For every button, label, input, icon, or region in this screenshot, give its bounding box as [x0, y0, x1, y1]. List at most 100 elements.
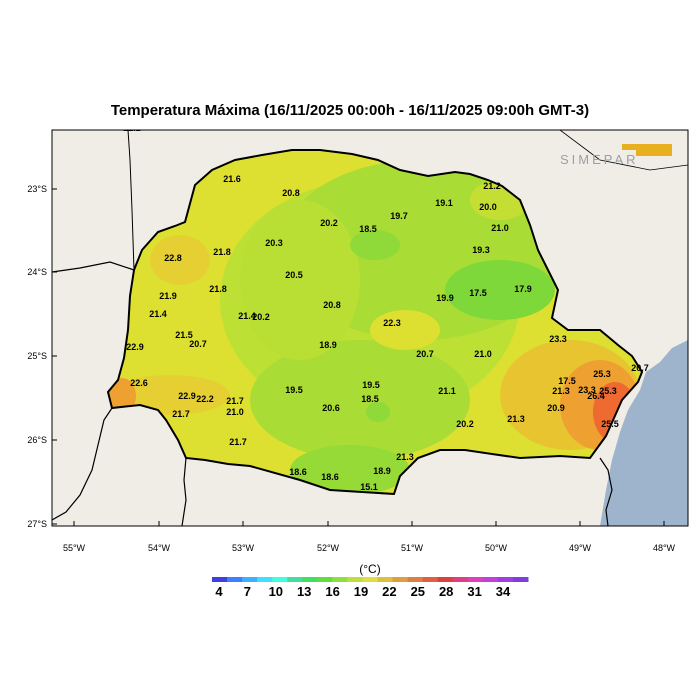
station-value: 21.3: [507, 414, 525, 424]
colorbar-cell: [362, 577, 379, 582]
station-value: 22.8: [164, 253, 182, 263]
border-line: [52, 261, 135, 273]
station-value: 21.0: [474, 349, 492, 359]
colorbar-cell: [407, 577, 424, 582]
map-frame: 22.2 21.3 21.6 20.8 21.2 19.1 20.0 20.2 …: [52, 122, 688, 526]
colorbar-cell: [302, 577, 318, 582]
colorbar-cell: [482, 577, 499, 582]
colorbar-cell: [422, 577, 439, 582]
longitude-axis: 55°W 54°W 53°W 52°W 51°W 50°W 49°W 48°W: [63, 521, 676, 553]
station-value: 23.3: [549, 334, 567, 344]
station-value: 18.6: [289, 467, 307, 477]
station-value: 21.6: [223, 174, 241, 184]
station-value: 20.8: [282, 188, 300, 198]
station-value: 19.7: [390, 211, 408, 221]
lon-tick-label: 55°W: [63, 543, 86, 553]
colorbar-cell: [392, 577, 409, 582]
lon-tick-label: 53°W: [232, 543, 255, 553]
station-value: 21.1: [438, 386, 456, 396]
station-value: 21.7: [172, 409, 190, 419]
station-value: 21.3: [396, 452, 414, 462]
station-value: 20.8: [323, 300, 341, 310]
lon-tick-label: 50°W: [485, 543, 508, 553]
border-line: [559, 130, 688, 171]
station-value: 20.7: [189, 339, 207, 349]
colorbar-cell: [512, 577, 529, 582]
station-value: 21.9: [159, 291, 177, 301]
station-value: 22.2: [196, 394, 214, 404]
station-value: 22.3: [383, 318, 401, 328]
colorbar-cell: [347, 577, 363, 582]
station-value: 20.2: [320, 218, 338, 228]
ocean: [600, 340, 688, 526]
station-value: 19.5: [362, 380, 380, 390]
station-value: 21.3: [552, 386, 570, 396]
station-value: 20.5: [285, 270, 303, 280]
border-line: [599, 457, 613, 526]
station-value: 17.5: [469, 288, 487, 298]
colorbar-cell: [467, 577, 484, 582]
lat-tick-label: 27°S: [27, 519, 47, 529]
station-value: 25.3: [593, 369, 611, 379]
colorbar-cell: [377, 577, 394, 582]
station-value: 19.1: [435, 198, 453, 208]
colorbar: (°C) 4 7 10 13 16 19 22 25 28 31 34: [212, 562, 529, 599]
colorbar-label: 22: [382, 584, 396, 599]
colorbar-label: 10: [269, 584, 283, 599]
border-line: [52, 407, 113, 521]
station-labels: 22.2 21.3 21.6 20.8 21.2 19.1 20.0 20.2 …: [123, 122, 649, 492]
station-value: 22.9: [126, 342, 144, 352]
station-value: 25.3: [599, 386, 617, 396]
station-value: 20.7: [416, 349, 434, 359]
colorbar-cell: [227, 577, 243, 582]
colorbar-cell: [287, 577, 303, 582]
station-value: 26.4: [587, 391, 605, 401]
station-value: 20.7: [631, 363, 649, 373]
colorbar-label: 16: [325, 584, 339, 599]
station-value: 21.3: [166, 122, 184, 132]
station-value: 20.2: [252, 312, 270, 322]
lon-tick-label: 52°W: [317, 543, 340, 553]
station-value: 18.9: [373, 466, 391, 476]
station-value: 21.4: [238, 311, 256, 321]
colorbar-label: 28: [439, 584, 453, 599]
station-value: 17.9: [514, 284, 532, 294]
station-value: 20.0: [479, 202, 497, 212]
colorbar-label: 4: [215, 584, 223, 599]
colorbar-label: 31: [467, 584, 481, 599]
lon-tick-label: 54°W: [148, 543, 171, 553]
colorbar-labels: 4 7 10 13 16 19 22 25 28 31 34: [215, 584, 511, 599]
station-value: 21.0: [226, 407, 244, 417]
colorbar-cell: [242, 577, 258, 582]
station-value: 20.3: [265, 238, 283, 248]
colorbar-cell: [257, 577, 273, 582]
lat-tick-label: 26°S: [27, 435, 47, 445]
colorbar-label: 13: [297, 584, 311, 599]
lat-tick-label: 24°S: [27, 267, 47, 277]
station-value: 18.5: [359, 224, 377, 234]
latitude-axis: 23°S 24°S 25°S 26°S 27°S: [27, 184, 57, 529]
border-line: [127, 130, 135, 271]
colorbar-cell: [272, 577, 288, 582]
colorbar-unit: (°C): [359, 562, 380, 576]
lon-tick-label: 49°W: [569, 543, 592, 553]
station-value: 20.2: [456, 419, 474, 429]
station-value: 22.6: [130, 378, 148, 388]
station-value: 20.9: [547, 403, 565, 413]
logo-mark: [622, 144, 672, 156]
station-value: 19.3: [472, 245, 490, 255]
map-frame-border: [51, 129, 689, 527]
colorbar-cells: [212, 577, 529, 582]
station-value: 21.8: [209, 284, 227, 294]
colorbar-label: 7: [244, 584, 251, 599]
colorbar-cell: [452, 577, 469, 582]
temperature-field: [108, 150, 642, 494]
station-value: 21.7: [229, 437, 247, 447]
station-value: 21.7: [226, 396, 244, 406]
station-value: 20.6: [322, 403, 340, 413]
logo-text: SIMEPAR: [560, 152, 639, 167]
colorbar-cell: [437, 577, 454, 582]
simepar-logo: SIMEPAR: [560, 144, 672, 167]
station-value: 21.0: [491, 223, 509, 233]
